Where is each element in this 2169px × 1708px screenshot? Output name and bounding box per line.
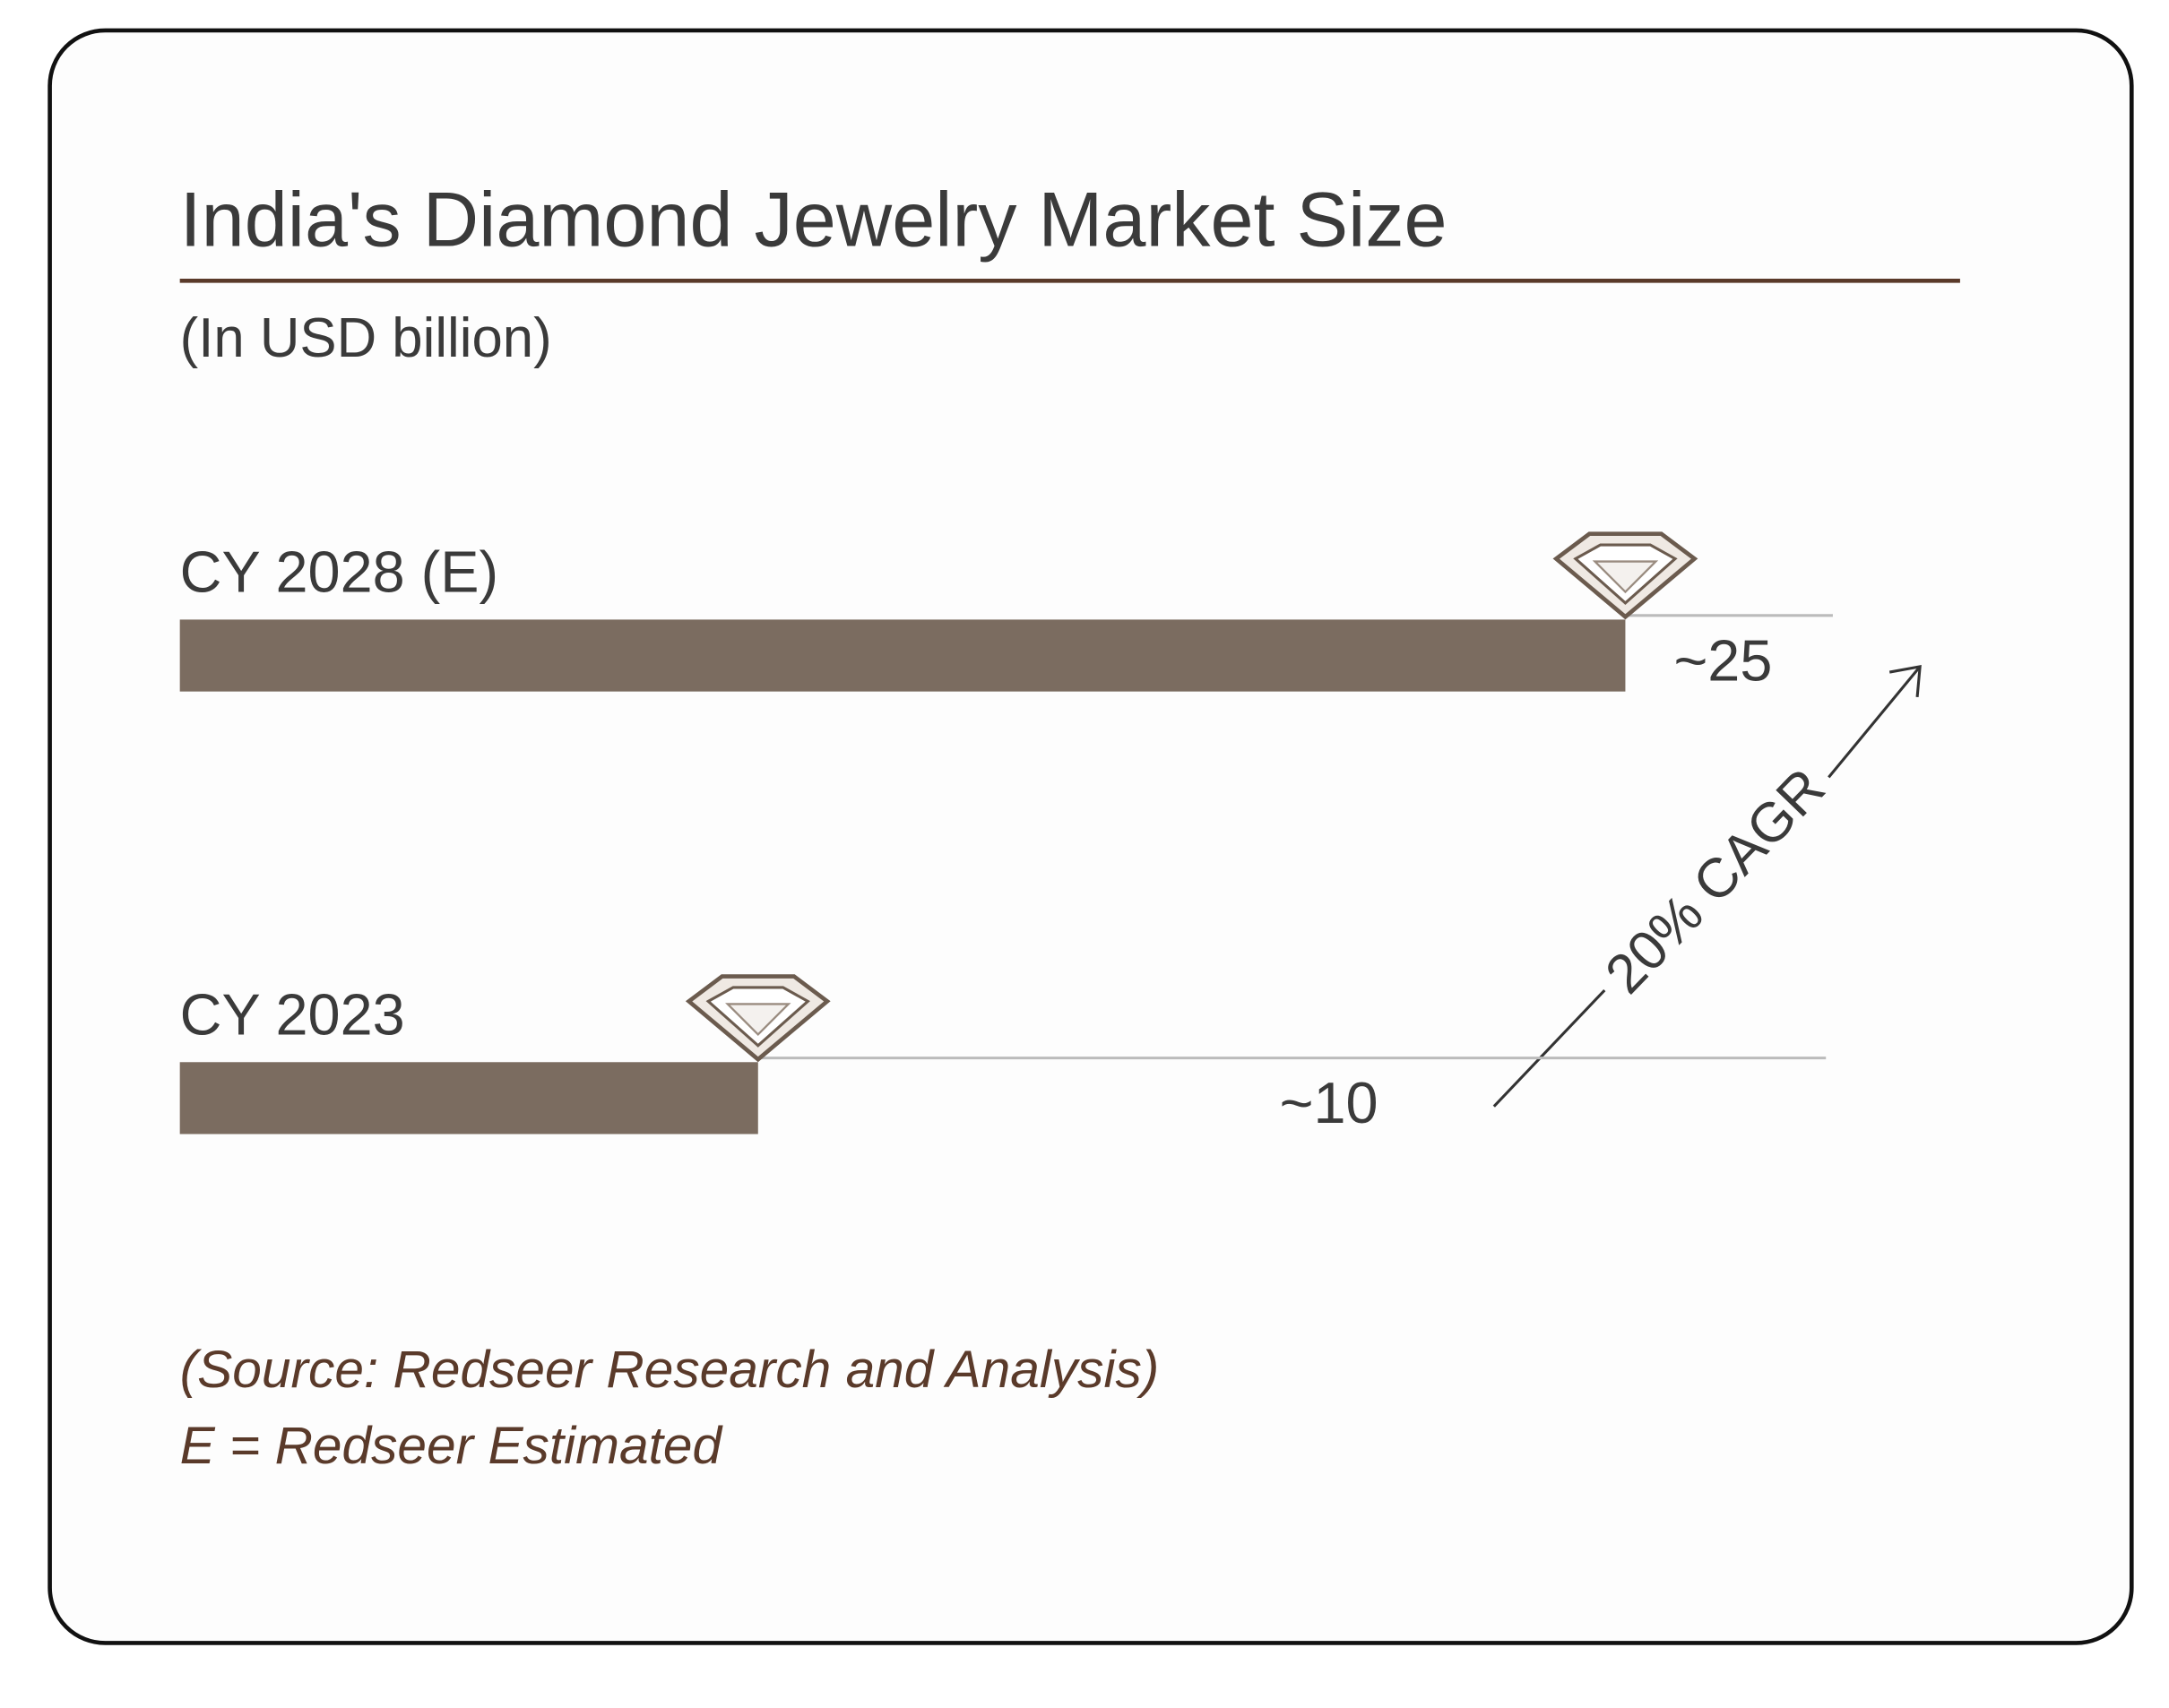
bar [179,1062,758,1134]
source-note: (Source: Redseer Research and Analysis) [180,1341,1160,1399]
diamond-icon-core [1592,560,1659,594]
value-label: ~10 [1280,1070,1378,1135]
cagr-arrow-tail [1492,988,1606,1108]
value-label: ~25 [1673,627,1772,693]
chart-subtitle: (In USD billion) [180,307,552,369]
chart-title: India's Diamond Jewelry Market Size [180,177,1447,263]
diamond-icon-core [725,1003,791,1037]
card-border [48,28,2134,1645]
estimate-note: E = Redseer Estimated [180,1417,724,1475]
cagr-arrowhead [1888,664,1922,697]
cagr-arrow-head-line [1828,665,1922,779]
bar [179,619,1626,692]
category-label: CY 2023 [180,981,405,1047]
category-label: CY 2028 (E) [180,539,498,605]
